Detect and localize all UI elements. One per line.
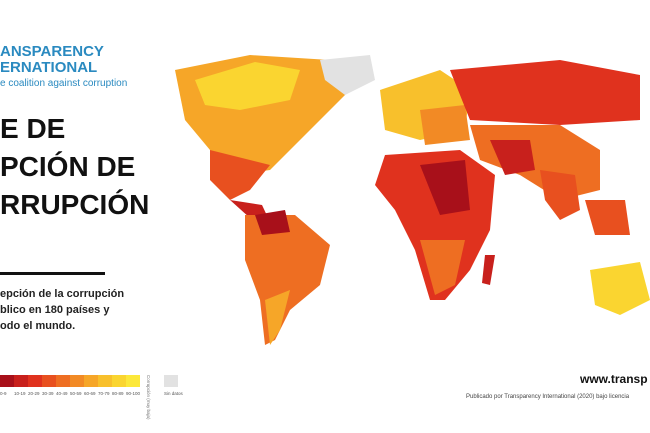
legend-label: 30-39	[42, 391, 54, 396]
legend-swatch	[126, 375, 140, 387]
legend-label: 90-100	[126, 391, 141, 396]
description-line: blico en 180 países y	[0, 304, 110, 316]
logo-line: ANSPARENCY	[0, 43, 104, 60]
logo: ANSPARENCY ERNATIONAL e coalition agains…	[0, 44, 127, 92]
title-line: RRUPCIÓN	[0, 189, 150, 220]
legend-swatch	[14, 375, 28, 387]
title-line: E DE	[0, 113, 66, 144]
title: E DE PCIÓN DE RRUPCIÓN	[0, 110, 149, 224]
legend-swatch	[28, 375, 42, 387]
legend-swatch	[98, 375, 112, 387]
logo-tagline: e coalition against corruption	[0, 78, 128, 89]
legend-label: 10-19	[14, 391, 26, 396]
legend-label: 70-79	[98, 391, 110, 396]
legend-swatch	[112, 375, 126, 387]
legend-label: 0-9	[0, 391, 7, 396]
legend-note: Corrupción (muy baja)	[146, 375, 151, 420]
credit: Publicado por Transparency International…	[466, 394, 630, 400]
legend-label: 40-49	[56, 391, 68, 396]
legend-label: Sin datos	[164, 391, 183, 396]
legend-swatch	[0, 375, 14, 387]
legend-label: 50-59	[70, 391, 82, 396]
legend-swatch	[56, 375, 70, 387]
description-line: odo el mundo.	[0, 320, 76, 332]
legend-swatch	[70, 375, 84, 387]
title-line: PCIÓN DE	[0, 151, 136, 182]
legend-swatch	[42, 375, 56, 387]
legend-label: 20-29	[28, 391, 40, 396]
url: www.transp	[580, 372, 648, 386]
description-line: epción de la corrupción	[0, 288, 125, 300]
divider	[0, 272, 105, 275]
legend-label: 60-69	[84, 391, 96, 396]
legend-swatch	[84, 375, 98, 387]
description: epción de la corrupción blico en 180 paí…	[0, 286, 124, 334]
legend-swatch	[164, 375, 178, 387]
logo-line: ERNATIONAL	[0, 59, 98, 76]
legend-label: 80-89	[112, 391, 124, 396]
